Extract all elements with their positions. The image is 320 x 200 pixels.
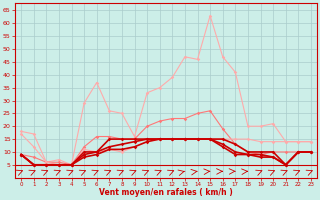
X-axis label: Vent moyen/en rafales ( km/h ): Vent moyen/en rafales ( km/h ) — [99, 188, 233, 197]
